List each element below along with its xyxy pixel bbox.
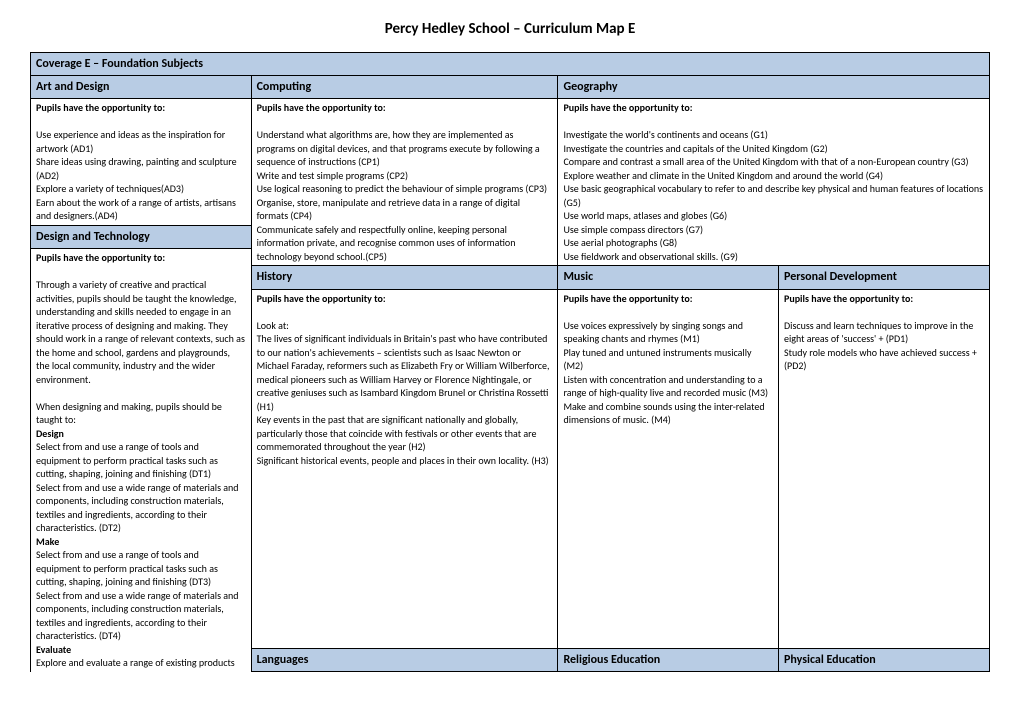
music-text: Use voices expressively by singing songs… (563, 319, 773, 427)
subject-header-music: Music (558, 266, 779, 289)
art-body: Pupils have the opportunity to: Use expe… (31, 99, 252, 226)
subject-header-pe: Physical Education (779, 648, 990, 671)
subject-header-lang: Languages (251, 648, 558, 671)
history-pre: Look at: (257, 319, 553, 333)
subject-header-pd: Personal Development (779, 266, 990, 289)
subject-header-geography: Geography (558, 76, 990, 99)
coverage-header: Coverage E – Foundation Subjects (31, 53, 990, 76)
history-intro: Pupils have the opportunity to: (257, 292, 553, 306)
history-text: The lives of significant individuals in … (257, 332, 553, 467)
dt-body: Pupils have the opportunity to: Through … (31, 249, 252, 672)
curriculum-table: Coverage E – Foundation Subjects Art and… (30, 52, 990, 672)
dt-eval-head: Evaluate (36, 643, 246, 657)
geography-intro: Pupils have the opportunity to: (563, 101, 984, 115)
dt-make-body: Select from and use a range of tools and… (36, 548, 246, 643)
history-body: Pupils have the opportunity to: Look at:… (251, 289, 558, 648)
dt-pre: Through a variety of creative and practi… (36, 278, 246, 386)
geography-body: Pupils have the opportunity to: Investig… (558, 99, 990, 266)
geography-text: Investigate the world's continents and o… (563, 128, 984, 263)
computing-body: Pupils have the opportunity to: Understa… (251, 99, 558, 266)
pd-text: Discuss and learn techniques to improve … (784, 319, 984, 373)
computing-text: Understand what algorithms are, how they… (257, 128, 553, 263)
pd-body: Pupils have the opportunity to: Discuss … (779, 289, 990, 648)
pd-intro: Pupils have the opportunity to: (784, 292, 984, 306)
computing-intro: Pupils have the opportunity to: (257, 101, 553, 115)
subject-header-re: Religious Education (558, 648, 779, 671)
music-intro: Pupils have the opportunity to: (563, 292, 773, 306)
dt-design-body: Select from and use a range of tools and… (36, 440, 246, 535)
art-text: Use experience and ideas as the inspirat… (36, 128, 246, 223)
subject-header-art: Art and Design (31, 76, 252, 99)
dt-taught: When designing and making, pupils should… (36, 400, 246, 427)
dt-make-head: Make (36, 535, 246, 549)
subject-header-dt: Design and Technology (31, 225, 252, 248)
music-body: Pupils have the opportunity to: Use voic… (558, 289, 779, 648)
subject-header-history: History (251, 266, 558, 289)
dt-eval-body: Explore and evaluate a range of existing… (36, 656, 246, 670)
dt-intro: Pupils have the opportunity to: (36, 251, 246, 265)
page-title: Percy Hedley School – Curriculum Map E (30, 20, 990, 38)
subject-header-computing: Computing (251, 76, 558, 99)
art-intro: Pupils have the opportunity to: (36, 101, 246, 115)
dt-design-head: Design (36, 427, 246, 441)
